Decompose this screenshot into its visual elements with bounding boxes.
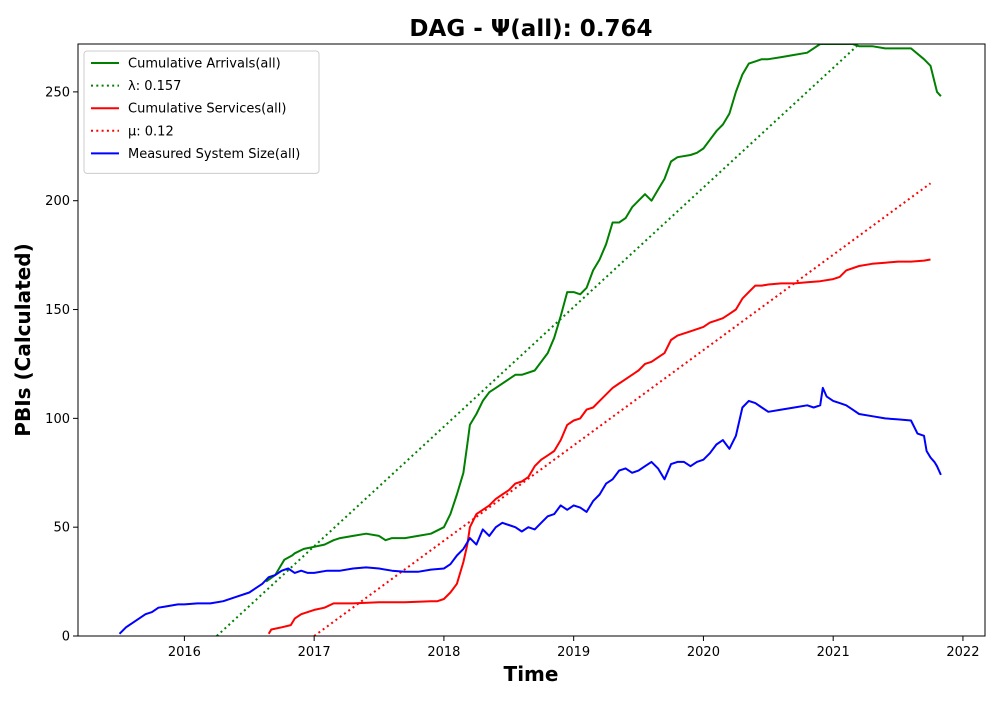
x-tick-label: 2022 <box>946 645 979 660</box>
legend-label-2: λ: 0.157 <box>128 79 181 94</box>
legend: Cumulative Arrivals(all) λ: 0.157 Cumulati… <box>83 50 320 174</box>
plot-frame <box>77 43 986 637</box>
y-axis-title: PBIs (Calculated) <box>11 243 35 436</box>
y-tick-label: 200 <box>45 194 70 209</box>
series-line-1 <box>265 44 942 583</box>
y-tick-label: 50 <box>53 521 70 536</box>
x-axis-title: Time <box>504 662 559 686</box>
legend-box <box>83 50 320 174</box>
y-tick-label: 100 <box>45 412 70 427</box>
series-line-4 <box>313 182 932 636</box>
x-tick-label: 2016 <box>168 645 201 660</box>
y-tick-label: 150 <box>45 303 70 318</box>
chart-title: DAG - Ψ(all): 0.764 <box>409 16 652 42</box>
series-line-2 <box>216 44 860 636</box>
x-tick-label: 2021 <box>817 645 850 660</box>
x-tick-label: 2020 <box>687 645 720 660</box>
plot-area <box>77 43 986 637</box>
x-tick-label: 2019 <box>557 645 590 660</box>
x-tick-label: 2018 <box>427 645 460 660</box>
legend-label-5: Measured System Size(all) <box>128 147 300 162</box>
series-group <box>118 44 942 636</box>
legend-label-4: μ: 0.12 <box>128 124 174 139</box>
y-axis: 0 50 100 150 200 250 <box>45 85 78 645</box>
y-tick-label: 0 <box>62 630 70 645</box>
legend-label-3: Cumulative Services(all) <box>128 102 286 117</box>
series-line-3 <box>267 258 931 635</box>
series-line-5 <box>118 386 942 635</box>
x-tick-label: 2017 <box>298 645 331 660</box>
legend-label-1: Cumulative Arrivals(all) <box>128 57 281 72</box>
x-axis: 2016 2017 2018 2019 2020 2021 2022 <box>168 636 979 660</box>
y-tick-label: 250 <box>45 85 70 100</box>
